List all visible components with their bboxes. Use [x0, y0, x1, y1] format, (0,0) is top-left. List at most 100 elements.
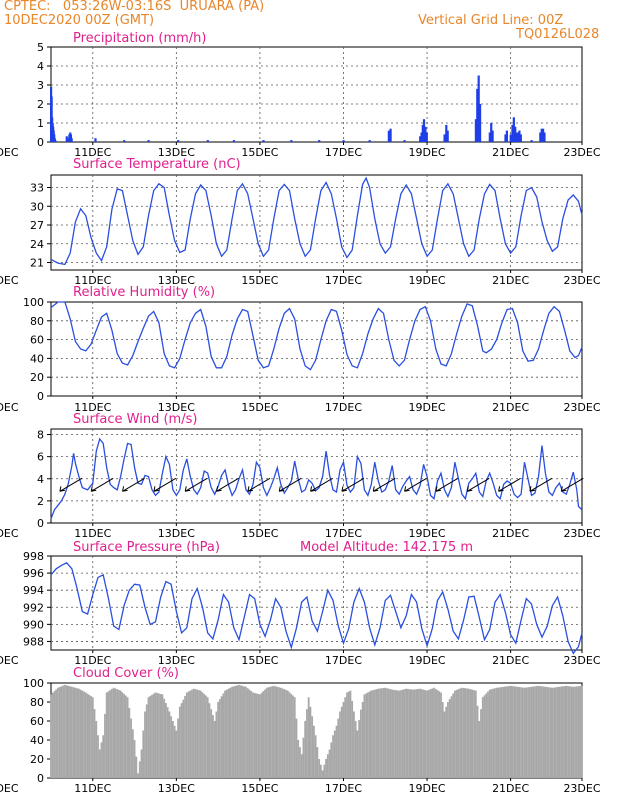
precipitation-bar — [543, 132, 546, 142]
cloud_cover-bar — [55, 689, 58, 778]
precipitation-bar — [54, 140, 57, 142]
cloud_cover-bar — [325, 759, 327, 778]
cloud_cover-bar — [192, 688, 195, 778]
cloud_cover-bar — [386, 688, 388, 778]
pressure-ytick-label: 998 — [23, 550, 44, 563]
cloud_cover-bar — [407, 688, 409, 778]
cloud_cover-bar — [415, 689, 418, 778]
cloud_cover-bar — [227, 688, 230, 778]
cloud_cover-bar — [133, 740, 136, 778]
cloud_cover-bar — [351, 701, 354, 778]
pressure-ytick-label: 988 — [23, 635, 44, 648]
cloud_cover-bar — [375, 689, 378, 778]
precipitation-bar — [530, 140, 533, 142]
cloud_cover-bar — [131, 729, 134, 778]
cloud_cover-bar — [487, 691, 489, 778]
cloud_cover-bar — [372, 690, 374, 778]
cloud_cover-bar — [575, 686, 578, 778]
cloud_cover-bar — [140, 749, 143, 778]
precipitation-ytick-label: 1 — [37, 117, 44, 130]
cloud_cover-bar — [401, 689, 404, 778]
cloud_cover-bar — [318, 759, 321, 778]
cloud_cover-xtick-label: 11DEC — [74, 782, 111, 795]
wind-arrow — [310, 477, 333, 492]
cloud_cover-bar — [276, 686, 279, 778]
cloud_cover-bar — [441, 702, 444, 778]
cloud_cover-bar — [551, 687, 554, 778]
cloud_cover-bar — [128, 707, 131, 778]
cloud_cover-bar — [523, 687, 526, 778]
cloud_cover-bar — [361, 702, 364, 778]
cloud_cover-bar — [161, 694, 164, 778]
cloud_cover-bar — [265, 687, 268, 778]
wind-ytick-label: 8 — [37, 429, 44, 442]
precipitation-bar — [519, 134, 522, 142]
wind-xtick-label: 23DEC — [563, 527, 600, 540]
cloud_cover-bar — [330, 742, 333, 778]
pressure-panel: 988 990 992 994 996 998 11DEC 13DEC 15DEC 17DEC 19… — [0, 540, 601, 667]
cloud_cover-bar — [196, 689, 199, 778]
cloud_cover-bar — [554, 687, 557, 778]
cloud_cover-bar — [215, 711, 218, 778]
temperature-xtick-label: 17DEC — [325, 274, 362, 287]
cloud_cover-bar — [521, 687, 524, 778]
precipitation-bar — [368, 140, 371, 142]
cloud_cover-bar — [450, 696, 453, 778]
cloud_cover-bar — [203, 693, 206, 778]
precipitation-bar — [504, 134, 507, 142]
cloud_cover-bar — [104, 713, 106, 778]
cloud_cover-bar — [238, 684, 240, 778]
cloud_cover-bar — [252, 692, 254, 778]
cloud_cover-bar — [76, 688, 79, 778]
wind-xtick-label: 25DEC — [0, 527, 19, 540]
cloud_cover-ytick-label: 100 — [23, 677, 44, 690]
cloud_cover-bar — [259, 694, 261, 778]
cloud_cover-bar — [565, 685, 568, 778]
cloud_cover-bar — [97, 735, 99, 778]
cloud_cover-bar — [417, 688, 420, 778]
temperature-ytick-label: 21 — [30, 257, 44, 270]
precipitation-xtick-label: 13DEC — [158, 146, 195, 159]
cloud_cover-bar — [239, 685, 242, 778]
humidity-xtick-label: 19DEC — [408, 401, 445, 414]
pressure-title: Surface Pressure (hPa) — [73, 540, 220, 555]
cloud_cover-bar — [454, 690, 456, 778]
wind-arrow-head — [435, 486, 442, 492]
cloud_cover-bar — [431, 688, 434, 778]
precipitation-bar — [422, 119, 426, 142]
cloud_cover-bar — [232, 686, 235, 778]
precipitation-bar — [421, 124, 424, 142]
cloud_cover-bar — [292, 695, 294, 778]
humidity-xtick-label: 21DEC — [492, 401, 529, 414]
cloud_cover-bar — [248, 689, 251, 778]
cloud_cover-bar — [358, 720, 361, 778]
cloud_cover-bar — [481, 697, 484, 778]
cloud_cover-bar — [245, 686, 247, 778]
cloud_cover-bar — [288, 692, 291, 778]
cloud_cover-bar — [64, 684, 66, 778]
cloud_cover-bar — [347, 691, 350, 778]
cloud_cover-bar — [50, 694, 52, 778]
cloud_cover-bar — [530, 686, 533, 778]
cloud_cover-bar — [279, 687, 282, 778]
cloud_cover-bar — [413, 689, 416, 778]
cloud_cover-bar — [389, 689, 392, 778]
cloud_cover-bar — [57, 687, 59, 778]
cloud_cover-bar — [556, 687, 559, 778]
cloud_cover-bar — [218, 699, 221, 778]
cloud_cover-bar — [335, 725, 338, 778]
cloud_cover-bar — [412, 689, 415, 778]
cloud_cover-ytick-label: 60 — [30, 715, 44, 728]
precipitation-bar — [491, 130, 494, 142]
cloud_cover-bar — [539, 686, 542, 778]
precipitation-xtick-label: 25DEC — [0, 146, 19, 159]
cloud_cover-bar — [471, 689, 474, 778]
cloud_cover-bar — [77, 688, 80, 778]
cloud_cover-bar — [91, 697, 94, 778]
cloud_cover-bar — [574, 686, 576, 778]
cloud_cover-bar — [581, 685, 583, 778]
cloud_cover-bar — [323, 764, 326, 778]
precipitation-bar — [476, 88, 479, 142]
cloud_cover-bar — [299, 747, 301, 778]
